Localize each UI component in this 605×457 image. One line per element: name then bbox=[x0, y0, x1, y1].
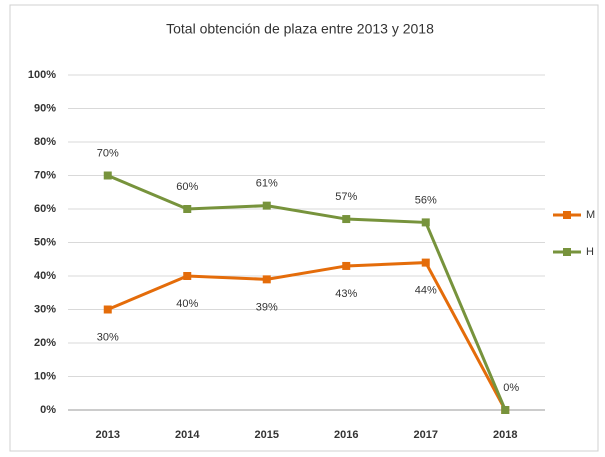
data-label: 56% bbox=[415, 194, 437, 206]
data-label: 30% bbox=[97, 331, 119, 343]
y-tick-label: 40% bbox=[34, 270, 56, 282]
x-tick-label: 2018 bbox=[493, 429, 517, 441]
data-label: 40% bbox=[176, 298, 198, 310]
data-label: 61% bbox=[256, 178, 278, 190]
x-tick-label: 2013 bbox=[96, 429, 120, 441]
data-label: 60% bbox=[176, 181, 198, 193]
y-tick-label: 100% bbox=[28, 69, 56, 81]
y-tick-label: 90% bbox=[34, 102, 56, 114]
point-marker bbox=[421, 258, 430, 267]
data-label: 44% bbox=[415, 285, 437, 297]
series-line bbox=[107, 261, 507, 411]
point-marker bbox=[421, 218, 430, 227]
y-tick-label: 80% bbox=[34, 136, 56, 148]
point-marker bbox=[501, 406, 510, 414]
point-marker bbox=[183, 272, 192, 280]
data-label: 43% bbox=[335, 288, 357, 300]
x-tick-label: 2016 bbox=[334, 429, 358, 441]
data-label: 57% bbox=[335, 191, 357, 203]
point-marker bbox=[183, 205, 192, 213]
data-label: 39% bbox=[256, 301, 278, 313]
x-tick-label: 2015 bbox=[255, 429, 279, 441]
point-marker bbox=[262, 201, 271, 210]
point-marker bbox=[103, 171, 112, 180]
y-tick-label: 0% bbox=[40, 404, 56, 416]
y-tick-label: 30% bbox=[34, 303, 56, 315]
point-marker bbox=[342, 215, 351, 224]
chart-title: Total obtención de plaza entre 2013 y 20… bbox=[166, 21, 434, 37]
data-label: 0% bbox=[503, 382, 519, 394]
legend-label: M bbox=[586, 209, 595, 221]
y-tick-label: 50% bbox=[34, 236, 56, 248]
legend-label: H bbox=[586, 246, 594, 258]
x-tick-label: 2017 bbox=[414, 429, 438, 441]
legend-marker bbox=[563, 211, 571, 219]
data-label: 70% bbox=[97, 147, 119, 159]
y-tick-label: 70% bbox=[34, 169, 56, 181]
y-tick-label: 10% bbox=[34, 370, 56, 382]
point-marker bbox=[262, 275, 271, 284]
point-marker bbox=[103, 305, 112, 314]
y-tick-label: 20% bbox=[34, 337, 56, 349]
x-tick-label: 2014 bbox=[175, 429, 200, 441]
legend-marker bbox=[563, 248, 571, 256]
y-tick-label: 60% bbox=[34, 203, 56, 215]
series-line bbox=[107, 174, 507, 411]
point-marker bbox=[342, 261, 351, 270]
